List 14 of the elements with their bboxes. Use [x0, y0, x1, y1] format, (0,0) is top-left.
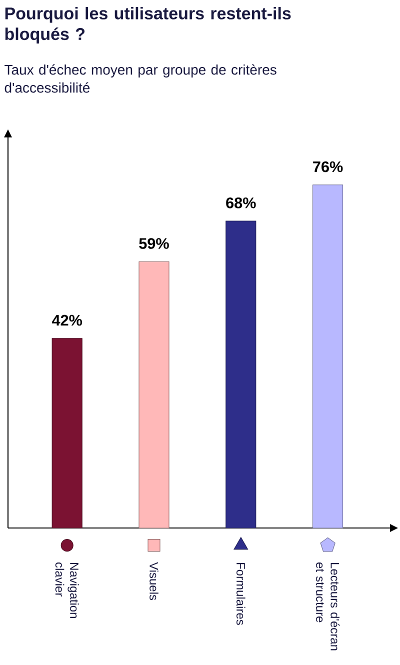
chart-title: Pourquoi les utilisateurs restent-ils bloqués ? — [5, 6, 291, 44]
data-label: 59% — [139, 238, 169, 249]
x-tick-label: Lecteurs d'écran et structure — [316, 562, 340, 650]
bar — [226, 220, 256, 528]
x-tick-label: Formulaires — [236, 563, 246, 625]
bar — [138, 261, 170, 528]
x-tick-label: Visuels — [150, 562, 158, 600]
data-label: 68% — [226, 197, 256, 208]
chart-subtitle: Taux d'échec moyen par groupe de critères d'accessibilité — [4, 64, 276, 93]
data-label: 76% — [313, 161, 343, 172]
x-tick-label: Navigation clavier — [55, 562, 79, 618]
data-label: 42% — [52, 314, 82, 326]
bar — [312, 184, 344, 528]
bar — [52, 338, 82, 528]
